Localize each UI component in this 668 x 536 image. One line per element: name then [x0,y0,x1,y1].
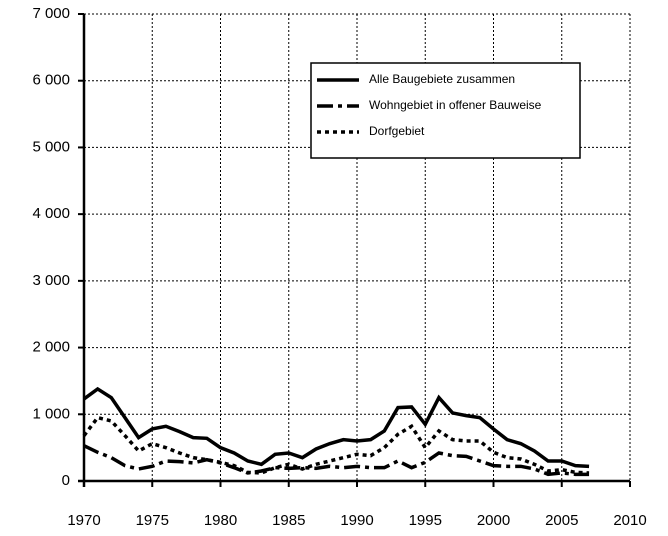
legend-label: Dorfgebiet [369,124,425,138]
legend: Alle Baugebiete zusammen Wohngebiet in of… [310,62,581,159]
x-tick-label: 1990 [340,512,373,529]
y-tick-label: 1 000 [32,405,70,422]
x-tick-label: 2010 [613,512,646,529]
y-tick-label: 6 000 [32,72,70,89]
legend-label: Wohngebiet in offener Bauweise [369,98,542,112]
x-tick-label: 1970 [67,512,100,529]
y-tick-label: 5 000 [32,138,70,155]
y-tick-label: 7 000 [32,5,70,22]
y-tick-label: 3 000 [32,272,70,289]
series-line [83,444,590,477]
y-tick-label: 2 000 [32,339,70,356]
series-line [82,386,590,469]
x-tick-label: 1980 [204,512,237,529]
x-tick-label: 2000 [477,512,510,529]
y-tick-label: 4 000 [32,205,70,222]
series-line [82,415,590,475]
x-tick-label: 1985 [272,512,305,529]
x-tick-label: 2005 [545,512,578,529]
legend-label: Alle Baugebiete zusammen [369,72,515,86]
x-tick-label: 1995 [409,512,442,529]
y-tick-label: 0 [62,472,70,489]
x-tick-label: 1975 [136,512,169,529]
